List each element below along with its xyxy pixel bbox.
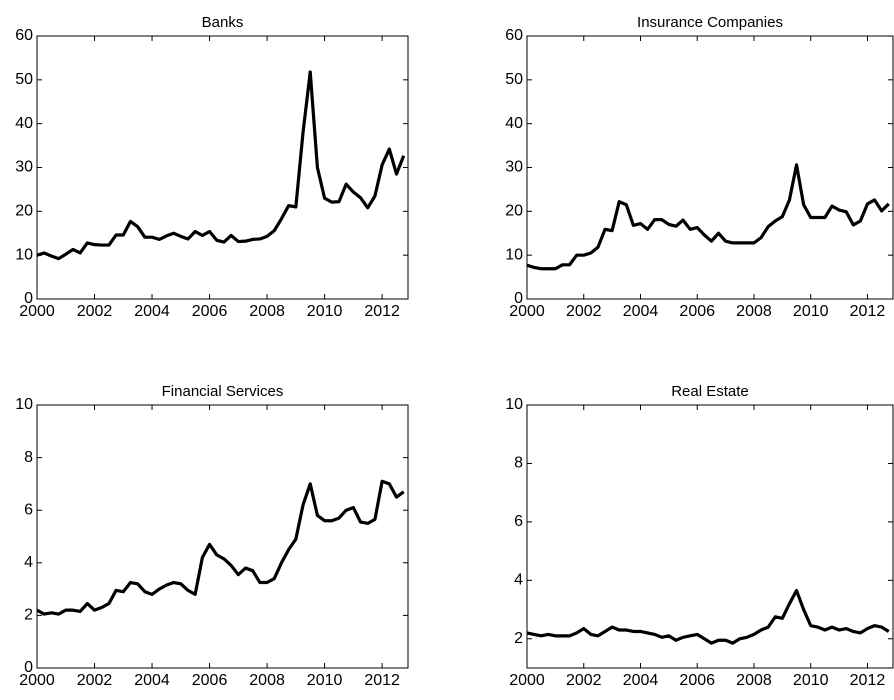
x-tick-label: 2002 (77, 672, 113, 689)
chart-title: Real Estate (671, 383, 749, 400)
y-tick-label: 4 (514, 572, 523, 589)
plot-frame (36, 404, 409, 669)
x-tick-label: 2010 (793, 303, 829, 320)
y-tick-label: 30 (15, 159, 33, 176)
x-tick-label: 2008 (736, 303, 772, 320)
x-tick-label: 2006 (679, 303, 715, 320)
y-tick-label: 50 (15, 71, 33, 88)
y-tick-label: 2 (24, 607, 33, 624)
x-tick-label: 2010 (307, 672, 343, 689)
y-tick-label: 8 (24, 449, 33, 466)
x-tick-label: 2000 (19, 303, 55, 320)
y-tick-label: 30 (505, 159, 523, 176)
chart-title: Financial Services (162, 383, 284, 400)
x-tick-label: 2004 (134, 303, 170, 320)
plot-frame (526, 35, 894, 300)
y-tick-label: 0 (24, 290, 33, 307)
data-line (526, 588, 890, 645)
x-tick-label: 2002 (566, 672, 602, 689)
y-tick-label: 40 (505, 115, 523, 132)
x-tick-label: 2012 (364, 672, 400, 689)
y-tick-label: 60 (505, 27, 523, 44)
data-line (526, 163, 890, 271)
x-tick-label: 2010 (307, 303, 343, 320)
y-tick-label: 20 (15, 203, 33, 220)
x-tick-label: 2010 (793, 672, 829, 689)
y-tick-label: 10 (15, 396, 33, 413)
y-tick-label: 10 (505, 246, 523, 263)
y-tick-label: 10 (15, 246, 33, 263)
plot-frame (526, 404, 894, 669)
x-tick-label: 2000 (509, 303, 545, 320)
y-tick-label: 2 (514, 630, 523, 647)
chart-title: Banks (202, 14, 244, 31)
x-tick-label: 2002 (77, 303, 113, 320)
y-tick-label: 4 (24, 554, 33, 571)
y-tick-label: 8 (514, 455, 523, 472)
x-tick-label: 2000 (509, 672, 545, 689)
y-tick-label: 20 (505, 203, 523, 220)
x-tick-label: 2002 (566, 303, 602, 320)
data-line (36, 479, 405, 616)
x-tick-label: 2012 (850, 672, 886, 689)
x-tick-label: 2000 (19, 672, 55, 689)
x-tick-label: 2004 (134, 672, 170, 689)
y-tick-label: 6 (514, 513, 523, 530)
data-line (36, 70, 406, 261)
x-tick-label: 2008 (249, 303, 285, 320)
y-tick-label: 0 (24, 659, 33, 676)
x-tick-label: 2008 (736, 672, 772, 689)
y-tick-label: 6 (24, 501, 33, 518)
x-tick-label: 2006 (192, 672, 228, 689)
chart-title: Insurance Companies (637, 14, 783, 31)
y-tick-label: 40 (15, 115, 33, 132)
x-tick-label: 2006 (192, 303, 228, 320)
x-tick-label: 2004 (623, 672, 659, 689)
y-tick-label: 0 (514, 290, 523, 307)
y-tick-label: 60 (15, 27, 33, 44)
x-tick-label: 2012 (850, 303, 886, 320)
x-tick-label: 2006 (679, 672, 715, 689)
x-tick-label: 2008 (249, 672, 285, 689)
x-tick-label: 2012 (364, 303, 400, 320)
x-tick-label: 2004 (623, 303, 659, 320)
plot-frame (36, 35, 409, 300)
y-tick-label: 10 (505, 396, 523, 413)
y-tick-label: 50 (505, 71, 523, 88)
